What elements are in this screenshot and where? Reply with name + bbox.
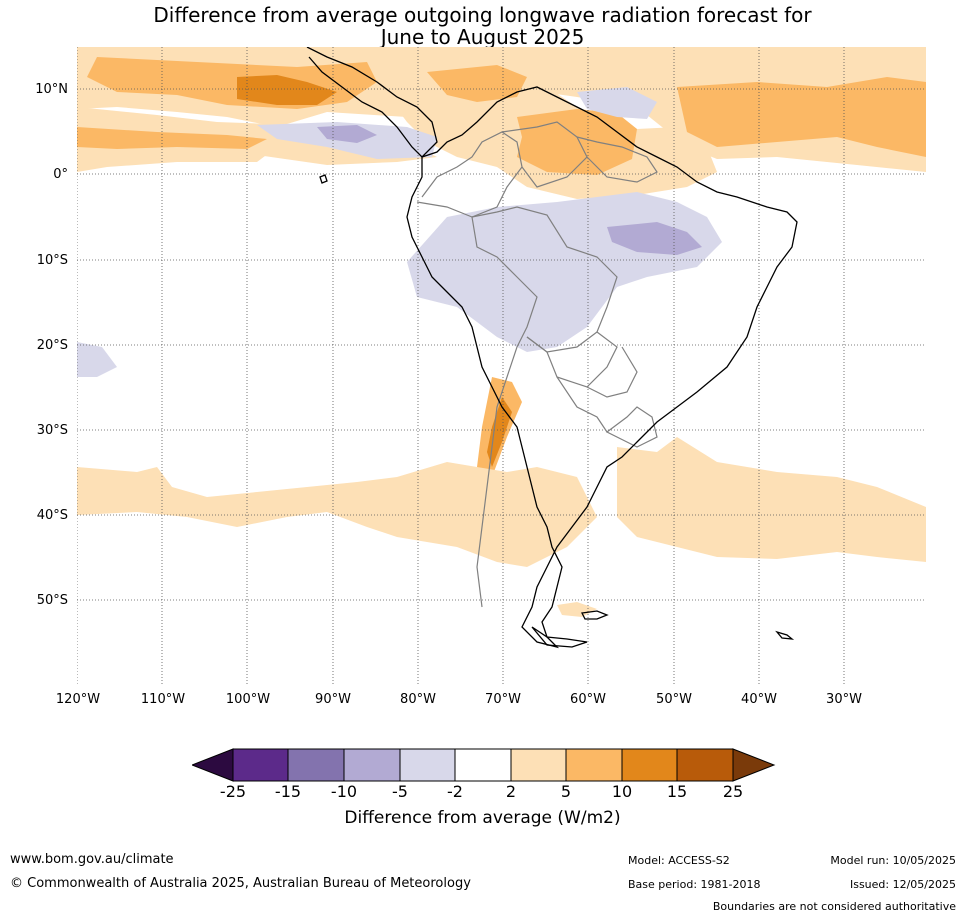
border-ecuador-peru bbox=[416, 201, 538, 348]
colorbar-tick-label: 5 bbox=[560, 782, 572, 801]
anomaly-patch-atlantic-5 bbox=[677, 77, 926, 157]
colorbar-tick-label: -5 bbox=[392, 782, 408, 801]
lon-label-30w: 30°W bbox=[826, 692, 862, 707]
colorbar-tick-label: 2 bbox=[505, 782, 517, 801]
lon-label-110w: 110°W bbox=[140, 692, 186, 707]
title-line-2: June to August 2025 bbox=[380, 25, 585, 49]
colorbar bbox=[192, 748, 776, 782]
colorbar-tick-label: 25 bbox=[722, 782, 744, 801]
border-paraguay-brazil bbox=[586, 346, 638, 398]
coast-south-georgia bbox=[775, 630, 795, 640]
footer-issued: Issued: 12/05/2025 bbox=[849, 878, 956, 891]
lon-label-100w: 100°W bbox=[225, 692, 271, 707]
anomaly-band-south-atlantic bbox=[617, 437, 926, 562]
colorbar-box-neg2 bbox=[399, 748, 456, 782]
anomaly-patch-caribbean-neg bbox=[577, 87, 657, 119]
map-panel bbox=[77, 47, 926, 685]
lat-label-50s: 50°S bbox=[36, 593, 68, 608]
colorbar-tick-label: -2 bbox=[447, 782, 463, 801]
border-argentina-chile bbox=[476, 346, 518, 608]
footer-copyright: © Commonwealth of Australia 2025, Austra… bbox=[10, 876, 471, 891]
positive-anomaly-fields bbox=[77, 47, 926, 617]
border-argentina-north bbox=[556, 376, 608, 433]
colorbar-tick-label: -25 bbox=[219, 782, 247, 801]
colorbar-tick-label: 10 bbox=[611, 782, 633, 801]
border-uruguay bbox=[605, 406, 658, 448]
negative-anomaly-fields bbox=[77, 87, 722, 377]
colorbar-title: Difference from average (W/m2) bbox=[344, 808, 621, 828]
anomaly-patch-amazon-neg5 bbox=[607, 222, 702, 255]
colorbar-box-pos10 bbox=[621, 748, 678, 782]
coast-south-america bbox=[406, 86, 798, 649]
graticule bbox=[77, 47, 926, 685]
colorbar-box-neg10 bbox=[287, 748, 345, 782]
country-borders bbox=[416, 121, 658, 608]
anomaly-patch-venezuela-5 bbox=[517, 109, 637, 175]
border-guianas bbox=[576, 136, 658, 183]
lon-label-40w: 40°W bbox=[741, 692, 777, 707]
border-venezuela bbox=[501, 121, 588, 188]
coast-central-america bbox=[306, 47, 438, 158]
colorbar-tick-label: -10 bbox=[330, 782, 358, 801]
anomaly-patch-falklands bbox=[557, 602, 597, 617]
lat-label-40s: 40°S bbox=[36, 508, 68, 523]
colorbar-box-pos2 bbox=[510, 748, 567, 782]
colorbar-box-neutral bbox=[454, 748, 512, 782]
anomaly-patch-equatorial-neg5 bbox=[317, 125, 377, 143]
lon-label-120w: 120°W bbox=[55, 692, 101, 707]
anomaly-patch-pacific-west-5 bbox=[77, 127, 267, 149]
lat-label-0: 0° bbox=[53, 167, 68, 182]
footer-base-period: Base period: 1981-2018 bbox=[628, 878, 761, 891]
anomaly-band-south-pacific bbox=[77, 462, 597, 567]
anomaly-patch-amazon-neg bbox=[407, 192, 722, 352]
border-brazil-peru-bolivia bbox=[471, 206, 618, 353]
colorbar-box-pos15 bbox=[676, 748, 734, 782]
coast-tierra-del-fuego bbox=[531, 626, 588, 648]
anomaly-patch-pacific-10 bbox=[237, 75, 337, 105]
colorbar-arrow-low bbox=[192, 748, 234, 782]
footer-disclaimer: Boundaries are not considered authoritat… bbox=[712, 900, 956, 913]
colorbar-arrow-high bbox=[732, 748, 776, 782]
map-title: Difference from average outgoing longwav… bbox=[0, 4, 965, 48]
lon-label-90w: 90°W bbox=[315, 692, 351, 707]
colorbar-box-neg5 bbox=[343, 748, 401, 782]
lon-label-70w: 70°W bbox=[485, 692, 521, 707]
footer-url[interactable]: www.bom.gov.au/climate bbox=[10, 852, 174, 867]
map-canvas bbox=[77, 47, 926, 685]
footer-model-run: Model run: 10/05/2025 bbox=[830, 854, 956, 867]
lon-label-50w: 50°W bbox=[656, 692, 692, 707]
colorbar-tick-label: -15 bbox=[274, 782, 302, 801]
colorbar-box-neg15 bbox=[232, 748, 289, 782]
colorbar-box-pos5 bbox=[565, 748, 623, 782]
anomaly-patch-southwest-pacific-neg bbox=[77, 342, 117, 377]
footer-model: Model: ACCESS-S2 bbox=[628, 854, 730, 867]
lon-label-60w: 60°W bbox=[570, 692, 606, 707]
coastlines bbox=[306, 47, 798, 649]
anomaly-patch-andes-10 bbox=[487, 397, 512, 467]
anomaly-patch-caribbean-5 bbox=[427, 65, 527, 102]
colorbar-tick-label: 15 bbox=[666, 782, 688, 801]
coast-falklands bbox=[581, 610, 609, 620]
lon-label-80w: 80°W bbox=[400, 692, 436, 707]
lat-label-30s: 30°S bbox=[36, 423, 68, 438]
lat-label-10s: 10°S bbox=[36, 253, 68, 268]
lat-label-20s: 20°S bbox=[36, 338, 68, 353]
lat-label-10n: 10°N bbox=[35, 82, 68, 97]
title-line-1: Difference from average outgoing longwav… bbox=[153, 3, 812, 27]
coast-galapagos bbox=[319, 174, 328, 184]
